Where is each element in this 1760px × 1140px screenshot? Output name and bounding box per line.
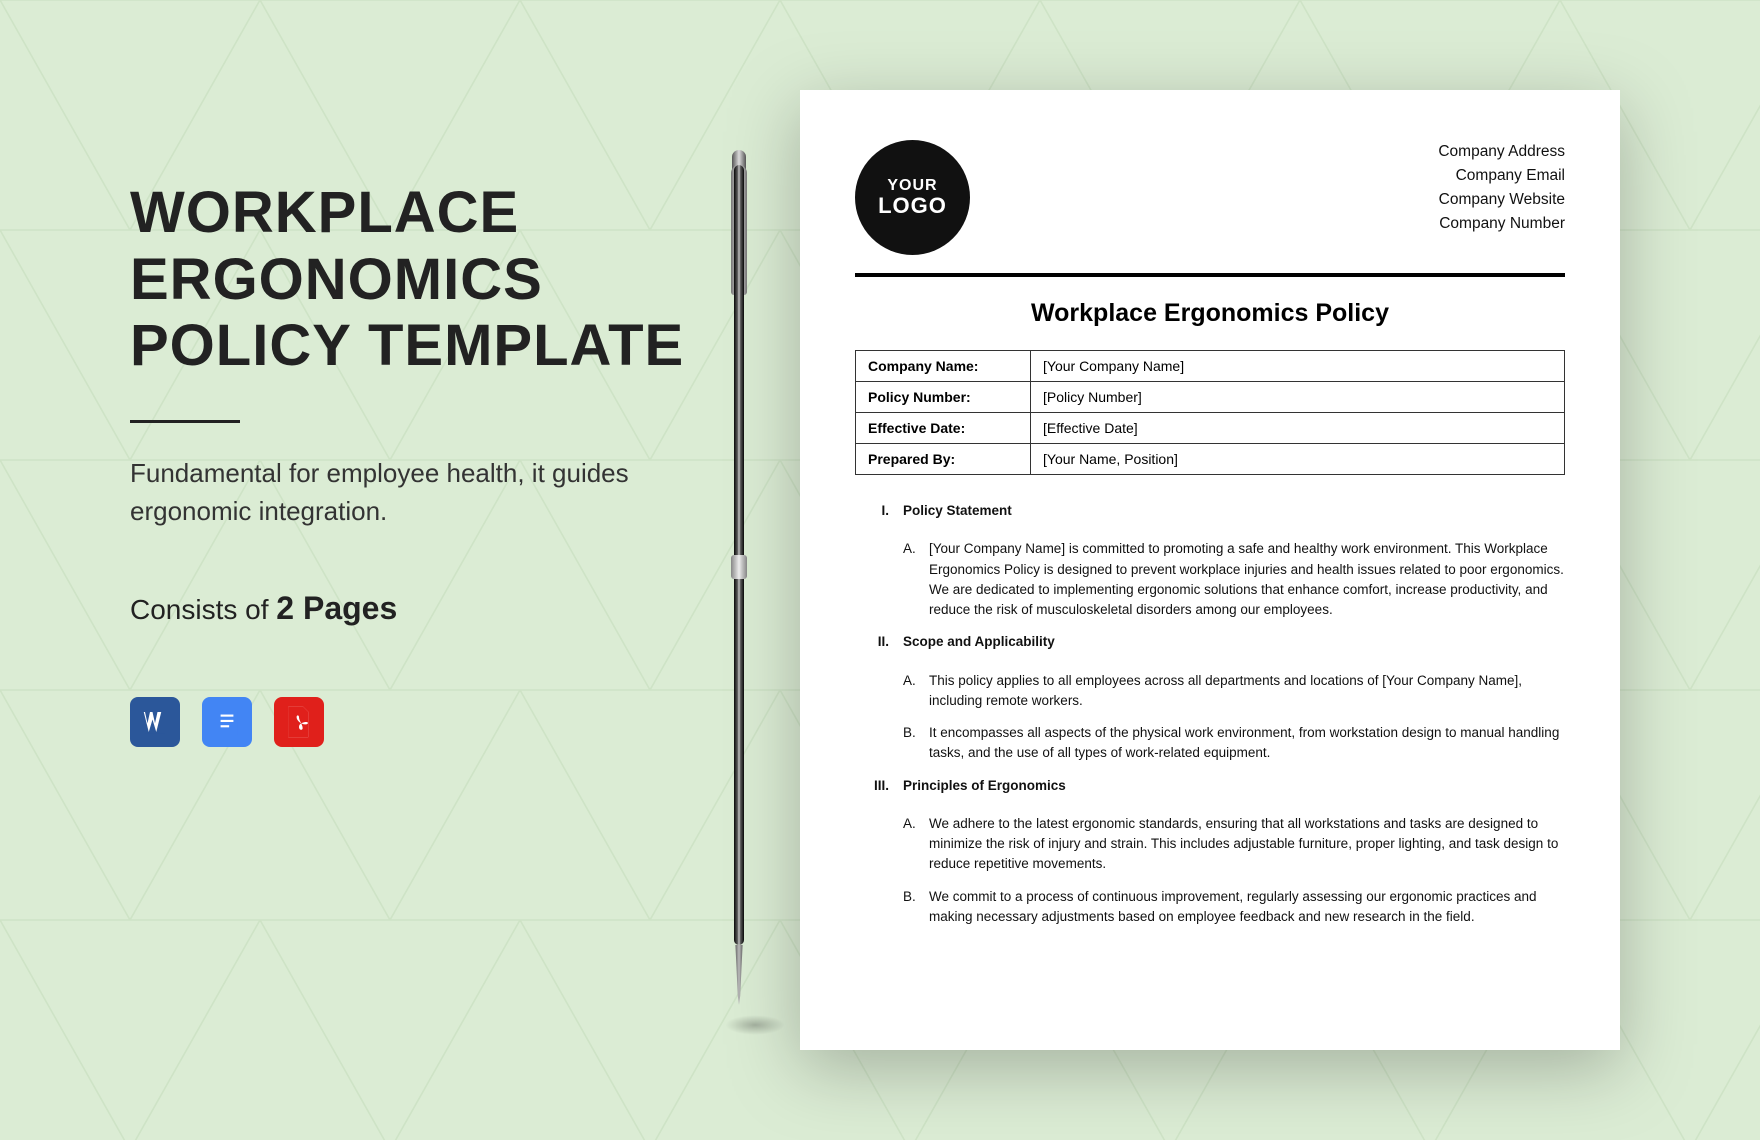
doc-header: YOUR LOGO Company Address Company Email … — [855, 140, 1565, 255]
pages-prefix: Consists of — [130, 594, 276, 625]
google-docs-icon[interactable] — [202, 697, 252, 747]
meta-value: [Your Name, Position] — [1031, 444, 1565, 475]
section-num: II. — [855, 632, 903, 660]
section-item: A.We adhere to the latest ergonomic stan… — [903, 814, 1565, 875]
section-title: Principles of Ergonomics — [903, 776, 1066, 796]
title-line-2: ERGONOMICS — [130, 247, 730, 314]
logo-placeholder: YOUR LOGO — [855, 140, 970, 255]
meta-row: Policy Number:[Policy Number] — [856, 382, 1565, 413]
item-text: We adhere to the latest ergonomic standa… — [929, 814, 1565, 875]
item-letter: A. — [903, 671, 929, 712]
doc-title: Workplace Ergonomics Policy — [855, 299, 1565, 328]
item-letter: A. — [903, 539, 929, 620]
title-line-1: WORKPLACE — [130, 180, 730, 247]
section-num: I. — [855, 501, 903, 529]
document-preview: YOUR LOGO Company Address Company Email … — [800, 90, 1620, 1050]
format-icons — [130, 697, 730, 747]
section-item: B.It encompasses all aspects of the phys… — [903, 723, 1565, 764]
pdf-icon[interactable] — [274, 697, 324, 747]
company-website: Company Website — [1438, 188, 1565, 212]
meta-label: Effective Date: — [856, 413, 1031, 444]
template-title: WORKPLACE ERGONOMICS POLICY TEMPLATE — [130, 180, 730, 380]
meta-label: Policy Number: — [856, 382, 1031, 413]
company-address: Company Address — [1438, 140, 1565, 164]
item-text: We commit to a process of continuous imp… — [929, 887, 1565, 928]
company-email: Company Email — [1438, 164, 1565, 188]
section-heading: III.Principles of Ergonomics — [855, 776, 1565, 804]
meta-row: Prepared By:[Your Name, Position] — [856, 444, 1565, 475]
item-text: This policy applies to all employees acr… — [929, 671, 1565, 712]
meta-table: Company Name:[Your Company Name]Policy N… — [855, 350, 1565, 475]
logo-line-2: LOGO — [878, 194, 947, 217]
header-rule — [855, 273, 1565, 277]
section-items: A.This policy applies to all employees a… — [903, 671, 1565, 764]
subtitle: Fundamental for employee health, it guid… — [130, 455, 650, 530]
meta-row: Company Name:[Your Company Name] — [856, 351, 1565, 382]
title-line-3: POLICY TEMPLATE — [130, 313, 730, 380]
meta-value: [Your Company Name] — [1031, 351, 1565, 382]
doc-sections: I.Policy StatementA.[Your Company Name] … — [855, 501, 1565, 927]
pages-bold: 2 Pages — [276, 590, 397, 626]
item-letter: B. — [903, 887, 929, 928]
meta-label: Prepared By: — [856, 444, 1031, 475]
section-title: Scope and Applicability — [903, 632, 1055, 652]
page-count: Consists of 2 Pages — [130, 590, 730, 627]
item-letter: B. — [903, 723, 929, 764]
section-items: A.[Your Company Name] is committed to pr… — [903, 539, 1565, 620]
item-text: It encompasses all aspects of the physic… — [929, 723, 1565, 764]
section-item: A.This policy applies to all employees a… — [903, 671, 1565, 712]
section-heading: II.Scope and Applicability — [855, 632, 1565, 660]
section-title: Policy Statement — [903, 501, 1012, 521]
item-letter: A. — [903, 814, 929, 875]
section-item: B.We commit to a process of continuous i… — [903, 887, 1565, 928]
section-num: III. — [855, 776, 903, 804]
left-panel: WORKPLACE ERGONOMICS POLICY TEMPLATE Fun… — [130, 180, 730, 747]
section-items: A.We adhere to the latest ergonomic stan… — [903, 814, 1565, 927]
company-info: Company Address Company Email Company We… — [1438, 140, 1565, 236]
meta-value: [Effective Date] — [1031, 413, 1565, 444]
meta-label: Company Name: — [856, 351, 1031, 382]
section-heading: I.Policy Statement — [855, 501, 1565, 529]
logo-line-1: YOUR — [887, 178, 937, 195]
section-item: A.[Your Company Name] is committed to pr… — [903, 539, 1565, 620]
word-icon[interactable] — [130, 697, 180, 747]
item-text: [Your Company Name] is committed to prom… — [929, 539, 1565, 620]
meta-value: [Policy Number] — [1031, 382, 1565, 413]
company-number: Company Number — [1438, 212, 1565, 236]
divider — [130, 420, 240, 423]
meta-row: Effective Date:[Effective Date] — [856, 413, 1565, 444]
